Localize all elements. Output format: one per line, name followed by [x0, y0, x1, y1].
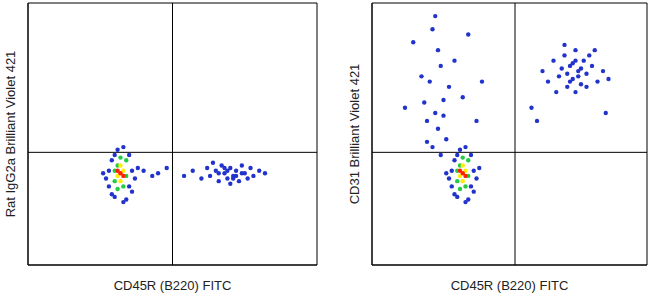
- svg-text:CD31 Brilliant Violet 421: CD31 Brilliant Violet 421: [347, 64, 362, 205]
- svg-text:CD45R (B220) FITC: CD45R (B220) FITC: [114, 278, 232, 293]
- svg-text:CD45R (B220) FITC: CD45R (B220) FITC: [451, 278, 569, 293]
- svg-text:Rat IgG2a Brilliant Violet 421: Rat IgG2a Brilliant Violet 421: [8, 51, 18, 218]
